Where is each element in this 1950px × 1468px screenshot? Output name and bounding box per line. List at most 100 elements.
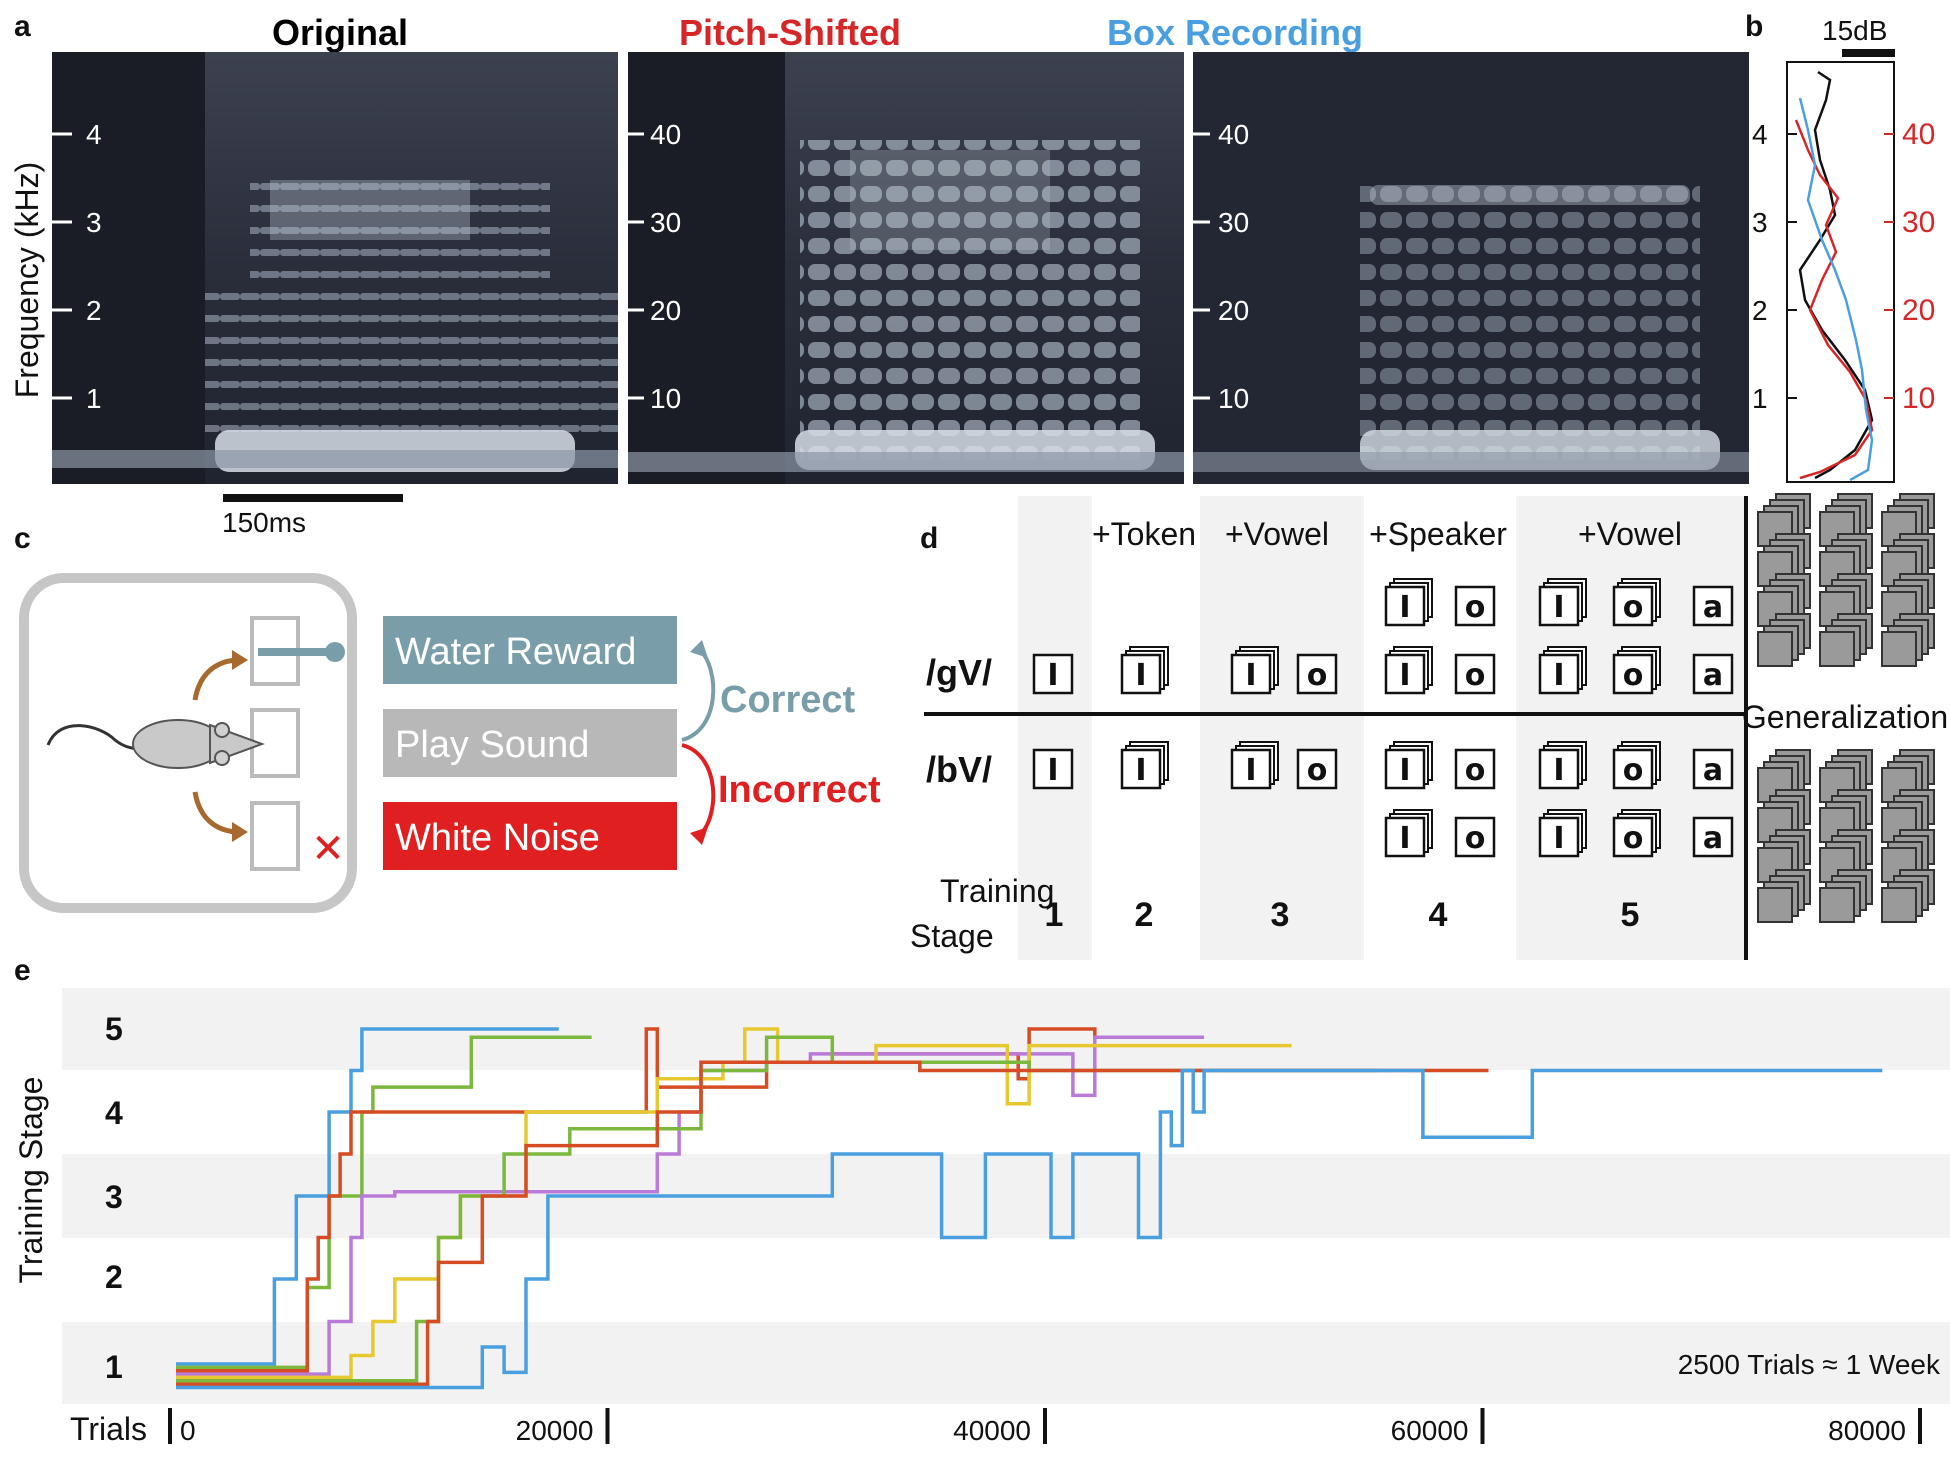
token-card: a (1692, 585, 1734, 627)
token-letter: I (1399, 753, 1410, 788)
token-letter: I (1245, 753, 1256, 788)
training-stage-table: +Token +Vowel +Speaker +Vowel /gV/ /bV/ … (910, 496, 1748, 960)
token-card: o (1454, 585, 1496, 627)
series-line (176, 1027, 1292, 1380)
token-card: a (1692, 653, 1734, 695)
y-axis-label-training-stage: Training Stage (13, 1077, 49, 1284)
token-letter: I (1135, 658, 1146, 693)
token-letter: a (1703, 658, 1723, 693)
ytick: 40 (650, 119, 681, 150)
generalization-card (1757, 789, 1811, 843)
ytick: 40 (1218, 119, 1249, 150)
token-letter: I (1399, 658, 1410, 693)
x-ticks: 0 20000 40000 60000 80000 (168, 1408, 1922, 1446)
incorrect-arrow (681, 743, 716, 837)
token-letter: I (1399, 590, 1410, 625)
column-head-speaker: +Speaker (1369, 516, 1507, 552)
token-card: o (1454, 748, 1496, 790)
token-letter: I (1047, 753, 1058, 788)
token-card: o (1454, 653, 1496, 695)
generalization-card (1881, 573, 1935, 627)
generalization-grid (1757, 493, 1935, 923)
token-card: I (1384, 741, 1433, 790)
generalization-card (1881, 533, 1935, 587)
water-reward-box (383, 616, 677, 684)
stage-label: 2 (105, 1259, 123, 1295)
token-letter: a (1703, 753, 1723, 788)
training-label: Training (940, 873, 1054, 909)
ytick-right: 10 (1902, 382, 1935, 415)
panel-label-d: d (920, 522, 938, 555)
column-head-token: +Token (1092, 516, 1196, 552)
column-head-vowel-2: +Vowel (1578, 516, 1682, 552)
behavior-box-diagram: ✕ (19, 573, 357, 913)
ytick-left: 4 (1752, 119, 1768, 150)
token-card: o (1296, 748, 1338, 790)
ytick-right: 30 (1902, 206, 1935, 239)
series-layer (176, 1027, 1883, 1390)
ytick: 30 (1218, 207, 1249, 238)
spectrum-line-box-recording (1798, 97, 1874, 482)
token-card: I (1384, 578, 1433, 627)
generalization-card (1819, 613, 1873, 667)
correct-label: Correct (720, 679, 855, 721)
spectrogram-pitch-shifted: Pitch-Shifted 40 30 20 10 (628, 12, 1184, 484)
spectrogram-title-box-recording: Box Recording (1107, 12, 1363, 53)
generalization-card (1757, 573, 1811, 627)
time-scalebar-label: 150ms (222, 507, 306, 538)
spectrum-plot: 4 3 2 1 40 30 20 10 (1752, 61, 1935, 483)
ytick: 30 (650, 207, 681, 238)
x-tick-label: 80000 (1828, 1415, 1906, 1446)
token-card: o (1296, 653, 1338, 695)
ytick: 10 (1218, 383, 1249, 414)
training-progress-chart: Training Stage 1 2 3 4 5 2500 Trials ≈ 1… (13, 988, 1950, 1447)
token-letter: o (1623, 590, 1644, 625)
white-noise-box (383, 802, 677, 870)
stage-number: 3 (1271, 896, 1290, 934)
stage-label: 3 (105, 1179, 123, 1215)
token-letter: I (1553, 658, 1564, 693)
token-card: I (1538, 741, 1587, 790)
ytick-left: 3 (1752, 207, 1768, 238)
token-letter: o (1307, 658, 1328, 693)
token-card: o (1612, 809, 1661, 858)
series-line (176, 1027, 1117, 1373)
token-card: I (1230, 741, 1279, 790)
token-letter: o (1623, 658, 1644, 693)
water-reward-label: Water Reward (395, 631, 636, 673)
token-letter: a (1703, 821, 1723, 856)
token-letter: o (1465, 658, 1486, 693)
play-sound-label: Play Sound (395, 724, 589, 766)
x-tick-label: 40000 (953, 1415, 1031, 1446)
generalization-card (1881, 613, 1935, 667)
stage-label: 1 (105, 1349, 123, 1385)
ytick: 3 (86, 207, 102, 238)
token-letter: I (1399, 821, 1410, 856)
token-card: o (1612, 741, 1661, 790)
token-letter: I (1553, 753, 1564, 788)
spectrogram-title-original: Original (272, 12, 408, 53)
stage-label: 5 (105, 1011, 123, 1047)
generalization-card (1819, 869, 1873, 923)
token-card: I (1538, 646, 1587, 695)
token-letter: o (1465, 821, 1486, 856)
token-letter: a (1703, 590, 1723, 625)
stage-number: 4 (1429, 896, 1448, 934)
spectrogram-title-pitch-shifted: Pitch-Shifted (679, 12, 901, 53)
white-noise-label: White Noise (395, 817, 600, 859)
token-card: I (1120, 741, 1169, 790)
panel-label-c: c (14, 522, 31, 555)
token-card: o (1454, 816, 1496, 858)
token-card: o (1612, 646, 1661, 695)
ytick-left: 1 (1752, 383, 1768, 414)
stage-number: 2 (1135, 896, 1154, 934)
db-scalebar-label: 15dB (1822, 15, 1887, 46)
ytick-left: 2 (1752, 295, 1768, 326)
token-letter: o (1623, 753, 1644, 788)
token-card: I (1384, 646, 1433, 695)
y-axis-label-frequency: Frequency (kHz) (9, 162, 45, 399)
panel-label-b: b (1745, 10, 1763, 43)
token-card: I (1032, 748, 1074, 790)
row-head-bv: /bV/ (926, 749, 992, 790)
